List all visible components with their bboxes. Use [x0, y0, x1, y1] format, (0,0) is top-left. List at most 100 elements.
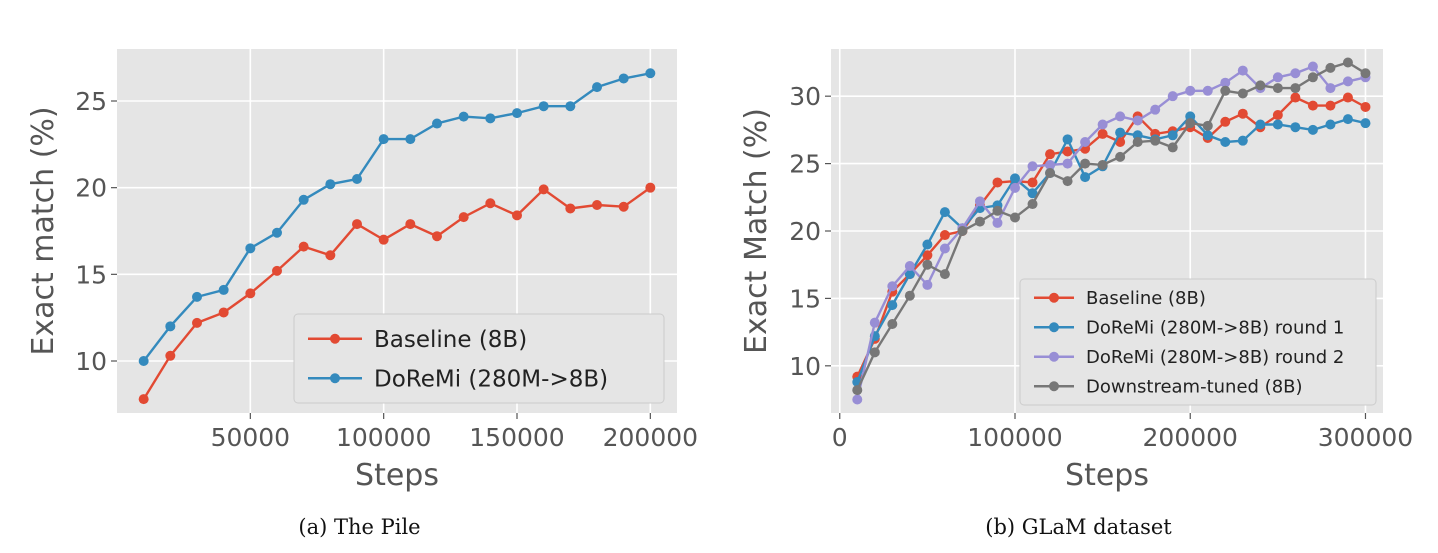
- data-point: [485, 113, 496, 124]
- data-point: [1307, 61, 1318, 72]
- data-point: [992, 217, 1003, 228]
- data-point: [1080, 158, 1091, 169]
- data-point: [378, 234, 389, 245]
- data-point: [1202, 120, 1213, 131]
- data-point: [432, 118, 442, 129]
- y-axis-label: Exact Match (%): [739, 108, 774, 354]
- data-point: [1062, 134, 1073, 145]
- data-point: [1115, 111, 1126, 122]
- y-tick-label: 20: [75, 174, 107, 203]
- data-point: [957, 226, 968, 236]
- data-point: [592, 200, 602, 210]
- data-point: [1027, 199, 1038, 210]
- y-tick-label: 20: [789, 217, 821, 246]
- data-point: [645, 182, 656, 193]
- chart-b: 0 100000 200000 300000 10 15 20 25 30 Steps Exact …: [739, 49, 1413, 493]
- legend-marker: [1049, 351, 1059, 362]
- chart-panel-a: 50000 100000 150000 200000 10 15 20 25 Steps Exac…: [26, 49, 698, 539]
- legend-marker: [1049, 322, 1059, 333]
- data-point: [1325, 119, 1336, 130]
- data-point: [245, 243, 256, 254]
- data-point: [852, 385, 863, 396]
- data-point: [1132, 137, 1143, 148]
- data-point: [869, 317, 880, 328]
- data-point: [138, 356, 149, 366]
- data-point: [645, 68, 656, 79]
- data-point: [458, 111, 469, 122]
- data-point: [1027, 188, 1038, 199]
- data-point: [272, 227, 282, 238]
- data-point: [1010, 173, 1020, 184]
- x-tick-label: 50000: [211, 423, 291, 452]
- data-point: [325, 179, 336, 190]
- data-point: [1220, 77, 1231, 88]
- data-point: [1045, 159, 1056, 170]
- data-point: [887, 281, 898, 292]
- legend-box: [293, 313, 665, 404]
- data-point: [1027, 161, 1038, 172]
- legend-marker: [1049, 381, 1059, 392]
- data-point: [1220, 85, 1231, 96]
- data-point: [538, 184, 549, 195]
- data-point: [1062, 146, 1073, 157]
- data-point: [1255, 119, 1266, 130]
- chart-a: 50000 100000 150000 200000 10 15 20 25 Steps Exac…: [26, 49, 698, 493]
- data-point: [1360, 101, 1371, 112]
- x-tick-label: 150000: [469, 423, 564, 452]
- legend-label: DoReMi (280M->8B) round 1: [1086, 318, 1344, 339]
- data-point: [165, 350, 176, 361]
- data-point: [1325, 100, 1336, 111]
- data-point: [1237, 135, 1248, 146]
- caption-a: (a) The Pile: [298, 515, 421, 539]
- data-point: [618, 201, 629, 212]
- legend-marker: [1049, 292, 1059, 303]
- data-point: [1010, 212, 1020, 223]
- data-point: [1045, 168, 1056, 179]
- data-point: [352, 174, 362, 184]
- data-point: [939, 269, 950, 280]
- data-point: [485, 198, 496, 209]
- data-point: [1097, 128, 1108, 139]
- data-point: [1062, 158, 1073, 169]
- legend: Baseline (8B) DoReMi (280M->8B): [293, 313, 665, 404]
- data-point: [1202, 85, 1213, 96]
- data-point: [869, 347, 880, 358]
- data-point: [565, 101, 576, 112]
- x-tick-label: 200000: [1143, 423, 1238, 452]
- legend-label: Baseline (8B): [374, 327, 527, 353]
- data-point: [1237, 88, 1248, 99]
- data-point: [1307, 100, 1318, 111]
- legend-marker: [330, 333, 340, 344]
- legend-label: DoReMi (280M->8B) round 2: [1086, 347, 1344, 368]
- data-point: [298, 241, 309, 252]
- data-point: [1097, 159, 1108, 170]
- data-point: [1167, 142, 1178, 153]
- data-point: [1220, 137, 1231, 148]
- y-tick-label: 30: [789, 82, 821, 111]
- y-tick-label: 25: [75, 87, 107, 116]
- data-point: [245, 288, 256, 299]
- data-point: [992, 177, 1003, 188]
- data-point: [218, 307, 229, 318]
- data-point: [1342, 114, 1353, 125]
- legend-box: [1019, 278, 1377, 406]
- data-point: [1272, 110, 1283, 121]
- data-point: [1342, 76, 1353, 87]
- data-point: [538, 101, 549, 112]
- data-point: [298, 194, 309, 205]
- data-point: [904, 269, 915, 280]
- data-point: [939, 243, 950, 254]
- data-point: [192, 291, 202, 302]
- data-point: [1045, 149, 1056, 160]
- x-axis-label: Steps: [355, 458, 439, 493]
- x-tick-label: 300000: [1318, 423, 1413, 452]
- data-point: [565, 203, 576, 214]
- data-point: [1272, 72, 1283, 83]
- data-point: [1150, 104, 1161, 115]
- data-point: [272, 265, 282, 276]
- data-point: [1272, 83, 1283, 94]
- data-point: [405, 134, 416, 145]
- legend-label: DoReMi (280M->8B): [374, 367, 608, 393]
- data-point: [1342, 57, 1353, 68]
- data-point: [852, 394, 863, 405]
